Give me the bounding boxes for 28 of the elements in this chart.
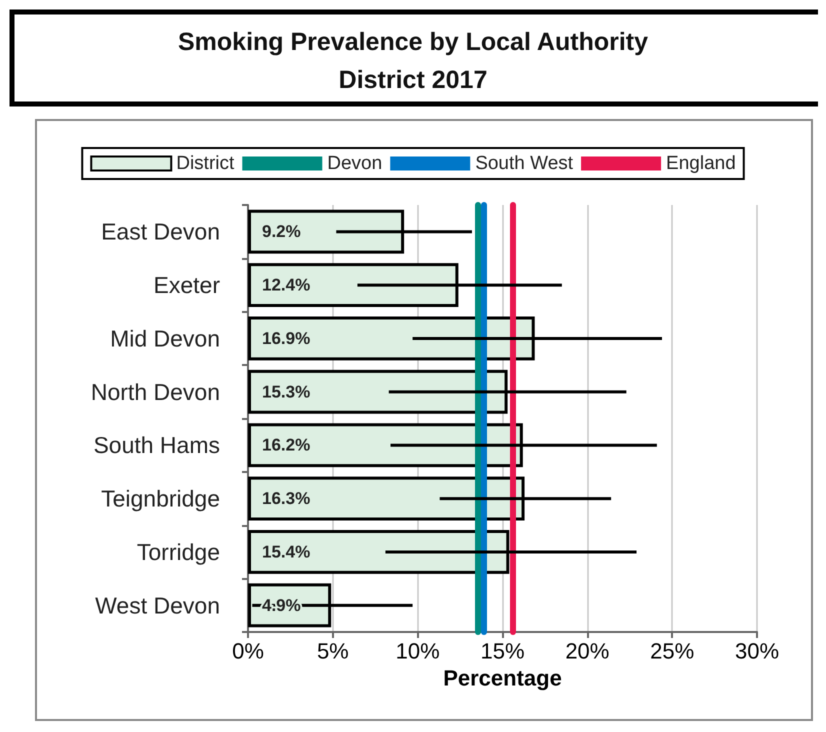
legend-label: England xyxy=(666,153,736,174)
legend-label: District xyxy=(176,153,235,174)
y-tick-label: South Hams xyxy=(93,432,220,458)
y-tick-label: West Devon xyxy=(95,592,220,618)
x-tick-label: 20% xyxy=(565,638,610,664)
data-label: 15.4% xyxy=(262,542,310,562)
x-tick-label: 30% xyxy=(734,638,780,664)
y-tick-label: North Devon xyxy=(90,378,220,405)
legend-label: Devon xyxy=(327,153,382,174)
y-tick-label: Teignbridge xyxy=(101,486,220,512)
x-tick-label: 0% xyxy=(232,638,264,664)
data-label: 15.3% xyxy=(262,382,310,402)
y-tick-label: East Devon xyxy=(101,218,220,245)
x-tick-label: 10% xyxy=(396,638,440,664)
data-label: 12.4% xyxy=(262,276,310,295)
data-label: 16.3% xyxy=(262,489,310,508)
legend-label: South West xyxy=(475,153,574,174)
x-tick-label: 15% xyxy=(480,638,525,664)
y-tick-label: Exeter xyxy=(154,272,220,298)
chart-title: Smoking Prevalence by Local Authority District 2017 xyxy=(178,28,648,94)
data-label: 16.9% xyxy=(262,328,310,348)
data-label: 9.2% xyxy=(262,222,301,242)
x-axis-title: Percentage xyxy=(443,665,562,690)
data-label: 16.2% xyxy=(262,436,310,455)
y-tick-label: Mid Devon xyxy=(110,325,220,352)
y-tick-label: Torridge xyxy=(136,538,220,565)
x-tick-label: 5% xyxy=(316,638,349,664)
x-tick-label: 25% xyxy=(650,638,694,664)
